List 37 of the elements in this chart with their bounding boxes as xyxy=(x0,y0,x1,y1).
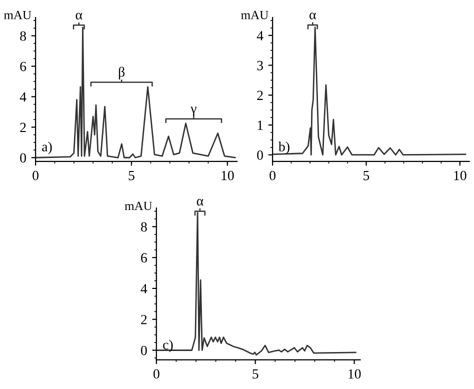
y-tick-label: 4 xyxy=(20,92,26,102)
y-tick-label: 8 xyxy=(20,31,26,41)
y-tick-label: 4 xyxy=(256,31,264,40)
annotation: α xyxy=(310,12,316,20)
annotation: γ xyxy=(190,106,196,116)
annotation: b) xyxy=(278,142,290,154)
y-tick-label: 4 xyxy=(140,284,148,294)
y-tick-label: 3 xyxy=(257,60,263,70)
annotation: β xyxy=(118,66,125,80)
y-axis-title: mAU xyxy=(124,202,152,210)
line-series xyxy=(36,26,236,158)
y-tick-label: 2 xyxy=(141,314,147,324)
y-tick-label: 6 xyxy=(141,253,147,263)
y-tick-label: 2 xyxy=(20,122,26,132)
y-tick-label: 0 xyxy=(257,150,263,160)
y-tick-label: 1 xyxy=(258,120,263,130)
y-axis-title: mAU xyxy=(4,10,32,20)
annotation: α xyxy=(196,198,204,206)
x-tick-label: 10 xyxy=(348,369,361,379)
annotation: a) xyxy=(42,142,52,154)
annotation: c) xyxy=(163,340,173,352)
x-tick-label: 10 xyxy=(222,170,234,180)
y-tick-label: 6 xyxy=(20,62,26,72)
x-tick-label: 5 xyxy=(364,171,370,180)
y-axis-title: mAU xyxy=(241,10,268,20)
line-series xyxy=(156,212,356,356)
x-tick-label: 0 xyxy=(153,369,160,379)
y-tick-label: 2 xyxy=(257,90,263,100)
y-tick-label: 8 xyxy=(140,222,147,232)
x-tick-label: 10 xyxy=(454,170,466,180)
x-tick-label: 5 xyxy=(128,171,134,180)
annotation: α xyxy=(76,12,82,20)
x-tick-label: 5 xyxy=(252,369,258,379)
y-tick-label: 0 xyxy=(140,346,147,356)
x-tick-label: 0 xyxy=(32,170,38,180)
x-tick-label: 0 xyxy=(270,170,276,180)
y-tick-label: 0 xyxy=(20,153,26,163)
